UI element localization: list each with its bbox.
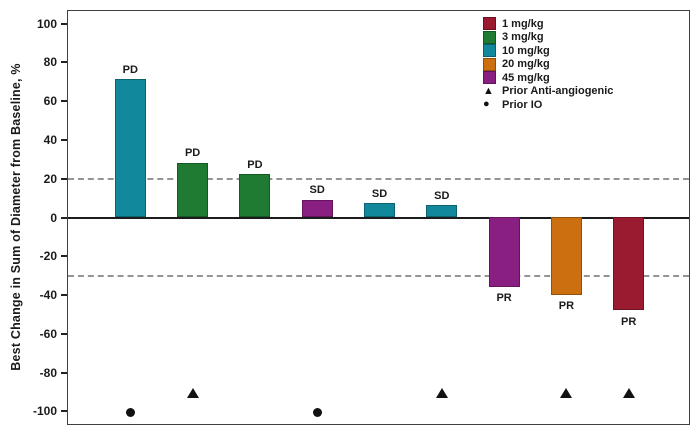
legend-swatch-icon	[483, 17, 496, 31]
prior-antiangiogenic-triangle-icon	[560, 388, 573, 399]
legend-swatch-icon	[483, 57, 496, 71]
legend-item: 45 mg/kg	[483, 71, 613, 85]
prior-io-circle-icon	[312, 407, 322, 417]
prior-antiangiogenic-triangle-icon	[622, 388, 635, 399]
plot-area: PD PD PD SD SD SD PR PR PR	[67, 10, 690, 425]
y-tick-mark	[61, 100, 67, 103]
y-tick-label: 80	[43, 55, 57, 70]
legend-swatch-cell	[483, 30, 498, 44]
legend-item: 3 mg/kg	[483, 30, 613, 45]
bar-patient-9	[613, 217, 645, 311]
legend-swatch-cell	[483, 71, 498, 85]
y-tick-label: -60	[39, 326, 57, 341]
response-label: SD	[371, 187, 388, 200]
legend-label: 1 mg/kg	[502, 17, 544, 30]
legend-marker-cell: ▲	[483, 84, 498, 97]
legend-item: 1 mg/kg	[483, 17, 613, 31]
legend-swatch-icon	[483, 71, 496, 85]
legend: 1 mg/kg 3 mg/kg 10 mg/kg 20 mg/kg 45 mg/kg ▲ P…	[483, 17, 613, 112]
response-label: SD	[309, 184, 325, 197]
legend-swatch-cell	[483, 17, 498, 31]
legend-swatch-icon	[483, 30, 496, 44]
triangle-marker-icon: ▲	[483, 84, 494, 97]
prior-antiangiogenic-triangle-icon	[186, 388, 199, 399]
y-tick-mark	[61, 61, 67, 64]
y-tick-label: 0	[50, 210, 57, 225]
legend-label: Prior IO	[502, 98, 543, 111]
legend-label: 3 mg/kg	[502, 31, 544, 44]
bar-patient-5	[364, 203, 395, 217]
y-tick-mark	[61, 332, 67, 335]
bar-patient-4	[301, 199, 333, 217]
legend-swatch-cell	[483, 44, 498, 58]
legend-item: 20 mg/kg	[483, 57, 613, 72]
bar-patient-6	[426, 205, 458, 217]
response-label: PR	[621, 315, 637, 328]
y-tick-label: -20	[39, 249, 57, 264]
y-tick-label: -80	[39, 365, 57, 380]
prior-antiangiogenic-triangle-icon	[435, 388, 448, 399]
legend-swatch-icon	[483, 44, 496, 58]
y-tick-mark	[61, 410, 67, 413]
y-tick-mark	[61, 138, 67, 141]
bar-patient-2	[177, 162, 209, 217]
legend-label: 20 mg/kg	[502, 58, 550, 71]
bar-patient-8	[550, 217, 582, 295]
circle-marker-icon: ●	[483, 98, 490, 111]
response-label: PD	[247, 158, 263, 171]
y-tick-mark	[61, 177, 67, 180]
response-label: PR	[558, 300, 575, 313]
legend-item: ▲ Prior Anti-angiogenic	[483, 85, 613, 99]
zero-line	[68, 216, 689, 219]
y-tick-label: -40	[39, 288, 57, 303]
legend-label: 45 mg/kg	[502, 71, 550, 84]
y-tick-mark	[61, 294, 67, 297]
y-tick-mark	[61, 22, 67, 25]
legend-label: Prior Anti-angiogenic	[502, 85, 614, 98]
y-tick-mark	[61, 255, 67, 258]
response-label: PR	[496, 292, 512, 305]
bar-patient-7	[488, 217, 520, 287]
legend-item: ● Prior IO	[483, 98, 613, 112]
prior-io-circle-icon	[125, 407, 135, 417]
reference-line--30	[68, 274, 689, 277]
y-tick-label: 40	[43, 132, 57, 147]
bar-patient-3	[239, 174, 271, 217]
reference-line-20	[68, 177, 689, 180]
y-tick-mark	[61, 216, 67, 219]
legend-label: 10 mg/kg	[502, 44, 550, 57]
response-label: PD	[122, 63, 138, 76]
y-tick-label: 100	[36, 16, 57, 31]
y-tick-label: -100	[32, 404, 57, 419]
legend-swatch-cell	[483, 57, 498, 71]
legend-item: 10 mg/kg	[483, 44, 613, 58]
legend-marker-cell: ●	[483, 99, 498, 110]
response-label: PD	[184, 147, 201, 160]
y-tick-label: 60	[43, 94, 57, 109]
y-tick-label: 20	[43, 171, 57, 186]
y-tick-mark	[61, 371, 67, 374]
bar-patient-1	[114, 79, 146, 217]
response-label: SD	[434, 189, 450, 202]
